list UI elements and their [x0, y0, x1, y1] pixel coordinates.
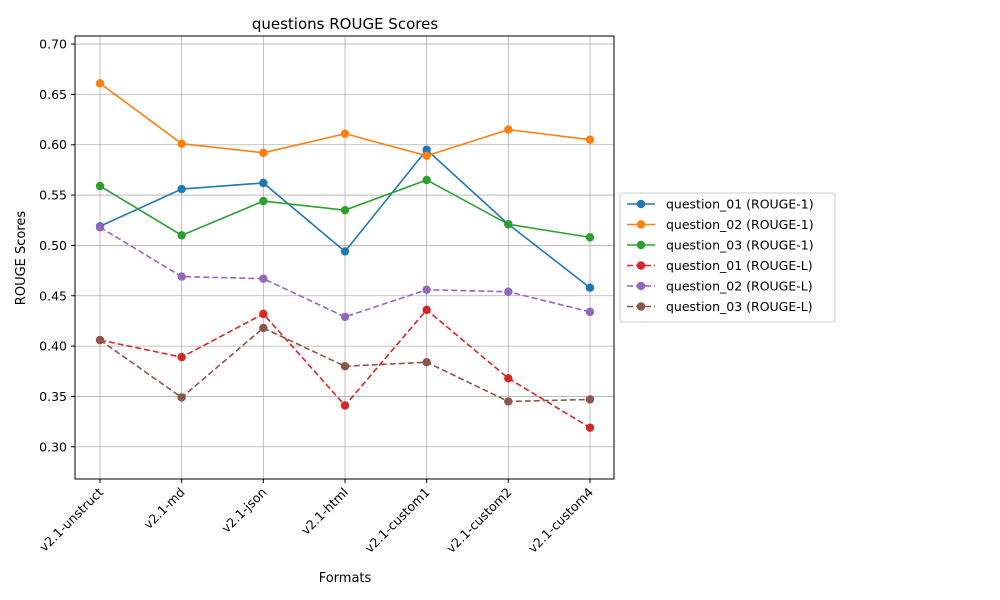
data-point	[95, 79, 105, 88]
x-tick-label: v2.1-custom4	[525, 484, 596, 555]
legend-marker	[636, 302, 646, 311]
y-tick-label: 0.45	[39, 288, 67, 303]
data-point	[259, 196, 268, 206]
legend-label: question_01 (ROUGE-L)	[666, 258, 813, 273]
y-tick-label: 0.30	[39, 439, 67, 454]
data-point	[259, 309, 268, 319]
data-point	[504, 397, 513, 406]
data-point	[504, 220, 513, 229]
x-axis: v2.1-unstruct v2.1-md v2.1-json v2.1-html v2…	[36, 479, 596, 556]
x-tick-label: v2.1-json	[218, 485, 269, 536]
data-point	[177, 352, 186, 362]
legend-item: question_03 (ROUGE-L)	[627, 299, 813, 314]
data-point	[340, 362, 350, 371]
data-point	[340, 312, 350, 322]
data-point	[259, 148, 268, 157]
series-3	[95, 175, 595, 242]
y-axis-title: ROUGE Scores	[14, 211, 29, 306]
data-point	[585, 283, 595, 292]
data-point	[340, 129, 350, 138]
legend-label: question_02 (ROUGE-1)	[666, 217, 814, 232]
data-point	[422, 305, 431, 315]
y-tick-label: 0.35	[39, 389, 67, 404]
data-point	[340, 247, 350, 256]
data-point	[585, 423, 595, 432]
data-point	[585, 135, 595, 144]
data-point	[259, 323, 268, 333]
data-point	[422, 151, 431, 161]
data-point	[177, 393, 186, 402]
data-point	[95, 181, 105, 191]
legend-label: question_03 (ROUGE-L)	[666, 299, 813, 314]
legend-marker	[636, 261, 646, 270]
y-tick-label: 0.40	[39, 339, 67, 354]
legend-item: question_01 (ROUGE-L)	[627, 258, 813, 273]
y-tick-label: 0.65	[39, 87, 67, 102]
data-point	[177, 272, 186, 281]
data-point	[422, 175, 431, 185]
chart-title: questions ROUGE Scores	[252, 15, 438, 33]
legend-label: question_03 (ROUGE-1)	[666, 238, 814, 253]
legend-item: question_02 (ROUGE-L)	[627, 279, 813, 294]
y-tick-label: 0.55	[39, 188, 67, 203]
data-point	[95, 223, 105, 232]
data-point	[340, 401, 350, 410]
legend-marker	[636, 240, 646, 250]
series-6	[95, 323, 595, 406]
y-tick-label: 0.50	[39, 238, 67, 253]
data-point	[95, 335, 105, 345]
y-axis: 0.30 0.35 0.40 0.45 0.50 0.55 0.60 0.65 0.70	[39, 37, 75, 454]
grid-lines	[75, 36, 614, 479]
legend-label: question_01 (ROUGE-1)	[666, 197, 814, 212]
data-point	[504, 287, 513, 296]
data-point	[340, 205, 350, 215]
data-point	[177, 184, 186, 194]
data-point	[422, 358, 431, 367]
legend-item: question_01 (ROUGE-1)	[627, 197, 814, 212]
y-tick-label: 0.70	[39, 37, 67, 52]
legend-marker	[636, 281, 646, 291]
series-2	[95, 79, 595, 161]
x-tick-label: v2.1-custom2	[443, 485, 514, 556]
x-axis-title: Formats	[319, 571, 372, 586]
data-point	[585, 395, 595, 404]
data-point	[422, 145, 431, 154]
data-point	[504, 374, 513, 383]
x-tick-label: v2.1-custom1	[362, 485, 433, 556]
series-group	[95, 79, 595, 432]
series-5	[95, 223, 595, 322]
data-point	[259, 178, 268, 188]
data-point	[177, 231, 186, 240]
data-point	[585, 307, 595, 317]
data-point	[585, 233, 595, 242]
plot-frame	[74, 35, 615, 480]
data-point	[259, 274, 268, 283]
data-point	[504, 125, 513, 134]
data-point	[422, 285, 431, 294]
y-tick-label: 0.60	[39, 137, 67, 152]
legend-label: question_02 (ROUGE-L)	[666, 279, 813, 294]
x-tick-label: v2.1-unstruct	[36, 484, 106, 554]
legend-item: question_03 (ROUGE-1)	[627, 238, 814, 253]
data-point	[177, 139, 186, 148]
x-tick-label: v2.1-html	[298, 485, 351, 538]
legend-frame	[619, 192, 836, 323]
legend: question_01 (ROUGE-1) question_02 (ROUGE-…	[619, 192, 836, 323]
legend-marker	[636, 199, 646, 209]
legend-item: question_02 (ROUGE-1)	[627, 217, 814, 232]
x-tick-label: v2.1-md	[140, 485, 187, 532]
legend-marker	[636, 220, 646, 229]
